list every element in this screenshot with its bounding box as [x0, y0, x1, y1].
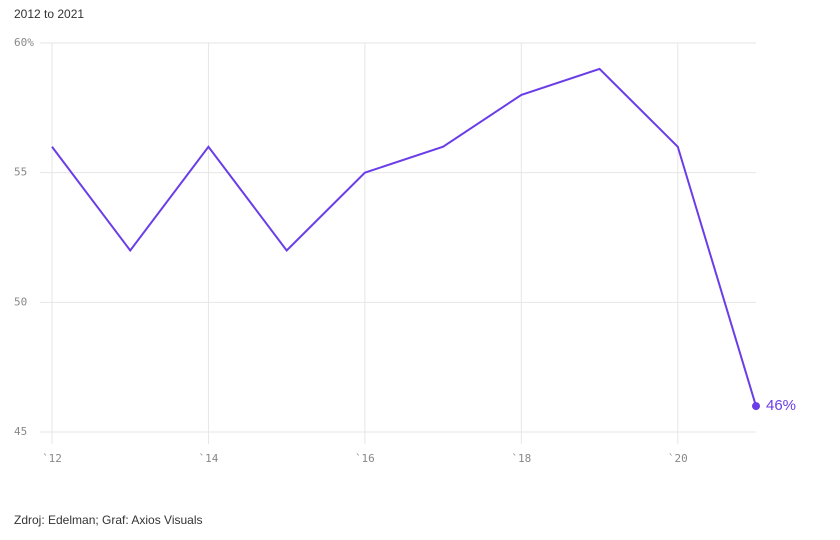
data-line: [51, 67, 757, 407]
x-tick-label: `18: [511, 452, 531, 465]
x-tick-label: `16: [355, 452, 375, 465]
y-tick-label: 45: [14, 425, 27, 438]
y-tick-label: 55: [14, 166, 27, 179]
end-point: [752, 402, 760, 411]
value-label: 46%: [766, 397, 796, 414]
y-tick-label: 50: [14, 295, 27, 308]
y-tick-label: 60%: [14, 36, 34, 49]
source-note: Zdroj: Edelman; Graf: Axios Visuals: [14, 513, 203, 527]
x-tick-label: `14: [199, 452, 219, 465]
x-tick-label: `20: [668, 452, 688, 465]
x-tick-label: `12: [42, 452, 62, 465]
chart-subtitle: 2012 to 2021: [14, 7, 84, 21]
